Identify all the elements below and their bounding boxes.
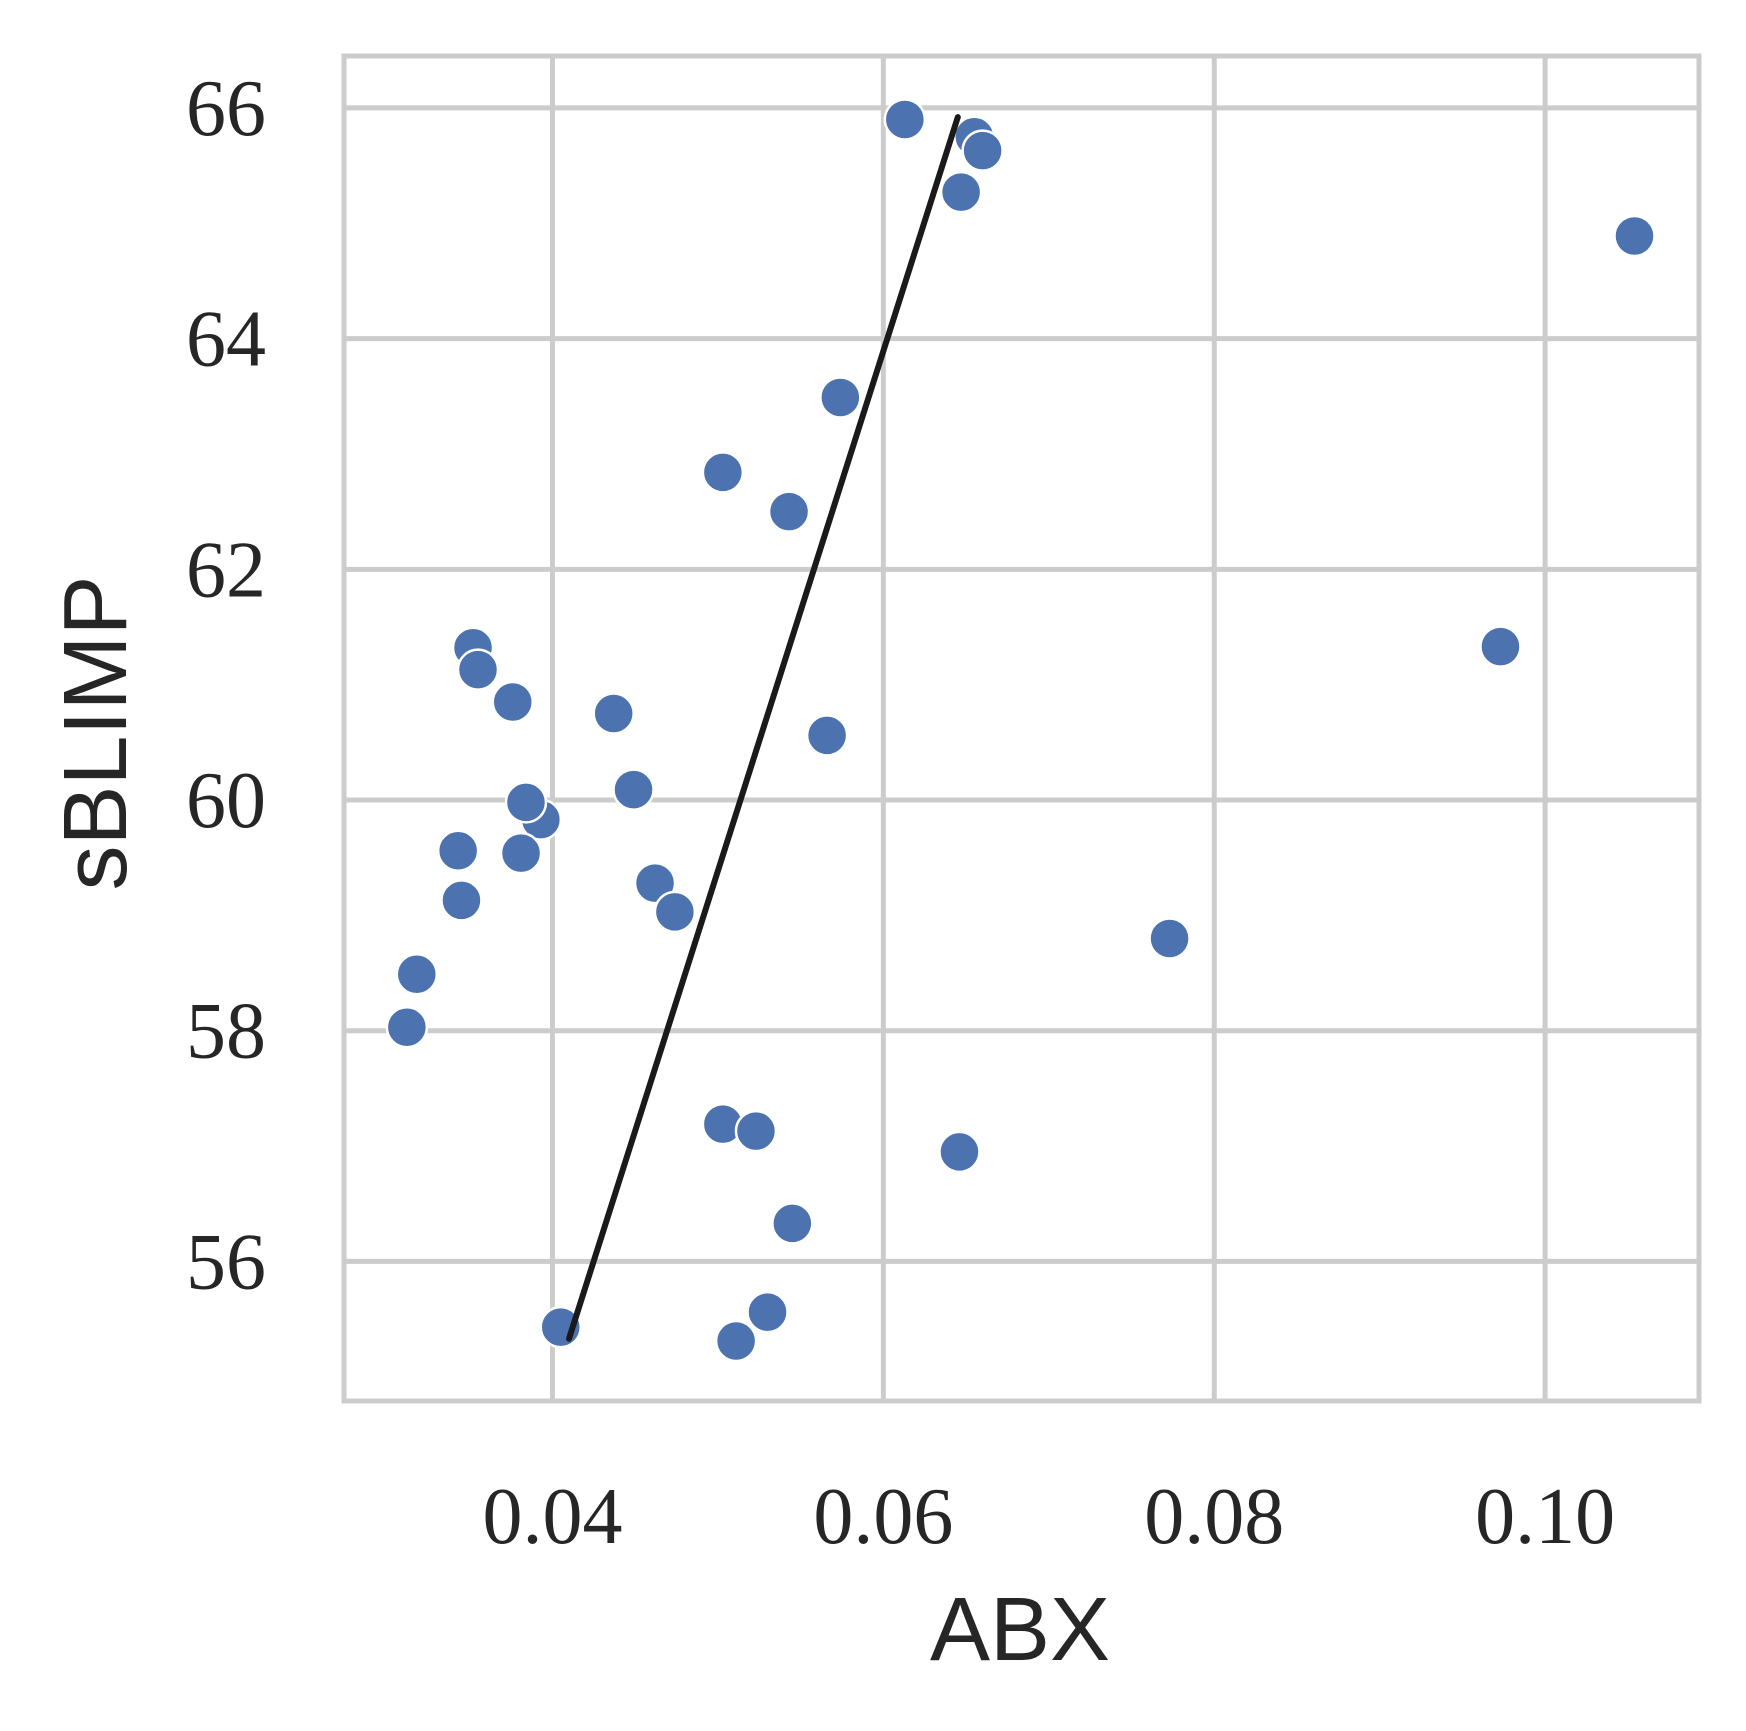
point [504,781,548,824]
point [819,376,862,419]
plot-frame [341,53,1702,1404]
point [939,170,983,214]
point [491,680,535,724]
x-axis-label: ABX [930,1580,1110,1680]
point [385,1006,429,1049]
point [395,952,439,996]
point [771,1202,814,1245]
y-tick-label: 62 [186,526,266,614]
trend-line [566,114,961,1342]
x-tick-label: 0.08 [1144,1473,1284,1561]
point [633,861,677,905]
point [734,1109,778,1153]
point [714,1319,758,1363]
x-tick-label: 0.06 [813,1473,953,1561]
y-tick-label: 56 [186,1218,266,1306]
x-tick-label: 0.04 [482,1473,622,1561]
point [805,714,849,757]
point [653,890,697,934]
point [767,490,811,533]
point [961,129,1004,172]
point [1613,214,1656,258]
point [499,831,543,875]
point [938,1130,981,1174]
point [883,98,927,141]
point [456,648,500,691]
y-tick-label: 66 [186,65,266,153]
point [1479,625,1522,668]
point [436,829,480,873]
y-tick-label: 60 [186,757,266,845]
point [440,879,483,922]
x-tick-label: 0.10 [1475,1473,1615,1561]
point [612,768,655,811]
point [701,451,745,494]
y-tick-label: 64 [186,296,266,384]
y-tick-label: 58 [186,988,266,1076]
point [746,1290,789,1334]
point [592,692,635,735]
point [1148,917,1191,960]
y-axis-label: sBLIMP [46,575,146,890]
